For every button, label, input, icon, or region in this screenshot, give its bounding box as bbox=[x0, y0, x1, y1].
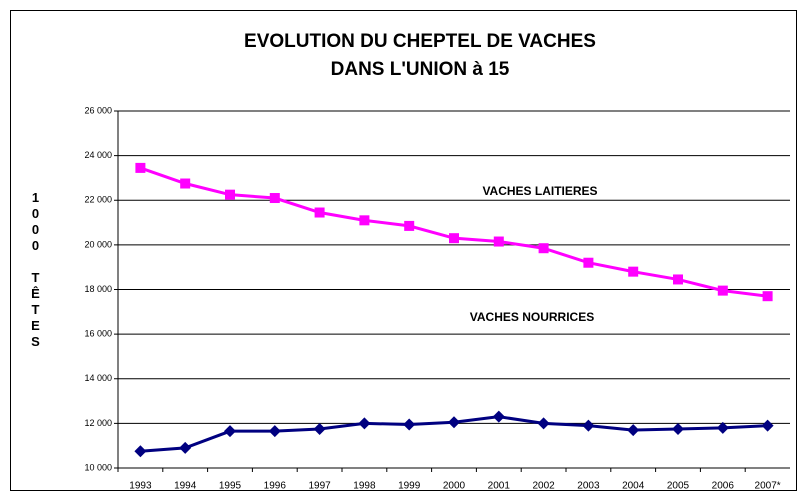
point-marker bbox=[268, 425, 281, 438]
point-marker bbox=[225, 189, 235, 200]
x-tick-label: 2000 bbox=[443, 481, 466, 492]
point-marker bbox=[449, 233, 459, 244]
x-tick-label: 1993 bbox=[129, 481, 152, 492]
x-tick-label: 2004 bbox=[622, 481, 645, 492]
chart-title: DANS L'UNION à 15 bbox=[331, 59, 510, 80]
y-tick-label: 22 000 bbox=[84, 195, 112, 205]
y-tick-label: 20 000 bbox=[84, 239, 112, 249]
series-label: VACHES NOURRICES bbox=[470, 310, 594, 324]
point-marker bbox=[673, 274, 683, 285]
chart-border bbox=[10, 10, 797, 491]
point-marker bbox=[179, 441, 192, 454]
point-marker bbox=[537, 417, 550, 430]
x-tick-label: 1994 bbox=[174, 481, 197, 492]
point-marker bbox=[313, 422, 326, 435]
point-marker bbox=[403, 418, 416, 431]
point-marker bbox=[180, 178, 191, 189]
x-tick-label: 2001 bbox=[488, 481, 511, 492]
x-tick-label: 2006 bbox=[712, 481, 735, 492]
y-tick-label: 18 000 bbox=[84, 284, 112, 294]
point-marker bbox=[583, 257, 594, 268]
point-marker bbox=[627, 424, 640, 437]
y-tick-label: 26 000 bbox=[84, 105, 112, 115]
x-tick-label: 2005 bbox=[667, 481, 690, 492]
y-tick-label: 16 000 bbox=[84, 329, 112, 339]
x-tick-label: 1999 bbox=[398, 481, 421, 492]
x-tick-label: 1998 bbox=[353, 481, 376, 492]
point-marker bbox=[538, 243, 549, 254]
y-tick-label: 24 000 bbox=[84, 150, 112, 160]
x-tick-label: 2007* bbox=[755, 481, 781, 492]
x-tick-label: 1996 bbox=[264, 481, 287, 492]
point-marker bbox=[224, 425, 236, 438]
point-marker bbox=[582, 419, 595, 432]
point-marker bbox=[135, 162, 146, 173]
point-marker bbox=[314, 207, 325, 218]
point-marker bbox=[404, 220, 415, 231]
point-marker bbox=[359, 215, 370, 226]
point-marker bbox=[628, 266, 639, 277]
x-tick-label: 1997 bbox=[308, 481, 331, 492]
point-marker bbox=[672, 422, 684, 435]
y-tick-label: 10 000 bbox=[84, 462, 112, 472]
point-marker bbox=[717, 285, 728, 296]
x-tick-label: 2002 bbox=[532, 481, 555, 492]
series-label: VACHES LAITIERES bbox=[482, 184, 597, 198]
point-marker bbox=[492, 410, 505, 423]
point-marker bbox=[493, 236, 504, 247]
point-marker bbox=[761, 419, 774, 432]
chart-title: EVOLUTION DU CHEPTEL DE VACHES bbox=[244, 31, 596, 52]
x-tick-label: 1995 bbox=[219, 481, 242, 492]
point-marker bbox=[269, 193, 280, 204]
x-tick-label: 2003 bbox=[577, 481, 600, 492]
y-tick-label: 12 000 bbox=[84, 418, 112, 428]
y-axis-label: 1000 TÊTES bbox=[28, 190, 43, 350]
point-marker bbox=[358, 417, 371, 430]
point-marker bbox=[716, 421, 729, 434]
y-tick-label: 14 000 bbox=[84, 373, 112, 383]
point-marker bbox=[762, 291, 773, 302]
point-marker bbox=[448, 416, 460, 429]
point-marker bbox=[134, 445, 147, 458]
